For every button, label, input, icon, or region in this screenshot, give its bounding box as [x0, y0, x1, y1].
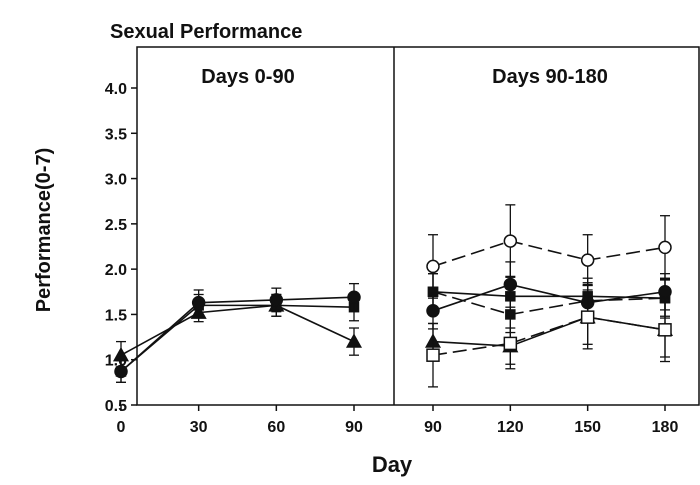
- series-line: [120, 304, 355, 373]
- y-tick-label: 2.0: [105, 262, 127, 279]
- series: [114, 282, 361, 384]
- series-line: [432, 240, 666, 268]
- x-tick-label: 150: [574, 419, 601, 436]
- y-tick-label: 4.0: [105, 81, 127, 98]
- x-tick-label: 180: [652, 419, 679, 436]
- x-tick-label: 30: [190, 419, 208, 436]
- circle-marker: [426, 304, 440, 318]
- square-marker: [580, 310, 595, 324]
- series: [427, 273, 671, 334]
- circle-marker: [269, 293, 284, 307]
- panel-label-left: Days 0-90: [201, 66, 294, 88]
- x-tick-label: 60: [267, 419, 285, 436]
- series-line: [120, 296, 355, 373]
- y-tick-label: 3.0: [105, 172, 127, 189]
- y-tick-label: 3.5: [105, 126, 127, 143]
- series-line: [432, 283, 666, 312]
- circle-marker: [191, 295, 206, 310]
- x-tick-label: 90: [424, 419, 442, 436]
- series: [426, 261, 672, 330]
- series-line: [432, 291, 666, 316]
- square-marker: [658, 323, 672, 337]
- x-axis-label: Day: [372, 452, 413, 477]
- series-line: [432, 316, 666, 356]
- triangle-marker: [345, 333, 363, 348]
- x-tick-label: 120: [497, 419, 524, 436]
- y-tick-label: 0.5: [105, 398, 127, 415]
- series: [426, 284, 672, 388]
- y-axis-label: Performance(0-7): [33, 148, 55, 313]
- series-line: [120, 304, 355, 356]
- y-tick-label: 2.5: [105, 217, 127, 234]
- circle-marker: [426, 259, 440, 274]
- circle-marker: [580, 253, 595, 267]
- circle-marker: [658, 285, 672, 299]
- chart-title: Sexual Performance: [110, 21, 302, 43]
- circle-marker: [503, 234, 518, 248]
- circle-marker: [658, 240, 672, 255]
- panel-label-right: Days 90-180: [492, 66, 608, 88]
- y-tick-label: 1.5: [105, 307, 127, 324]
- plot-frame: [136, 46, 700, 406]
- circle-marker: [114, 364, 128, 379]
- series: [426, 204, 672, 299]
- square-marker: [503, 336, 518, 351]
- x-tick-label: 0: [117, 419, 126, 436]
- series-line: [432, 316, 666, 347]
- square-marker: [426, 348, 440, 362]
- x-tick-label: 90: [345, 419, 363, 436]
- circle-marker: [503, 277, 518, 292]
- circle-marker: [347, 290, 361, 304]
